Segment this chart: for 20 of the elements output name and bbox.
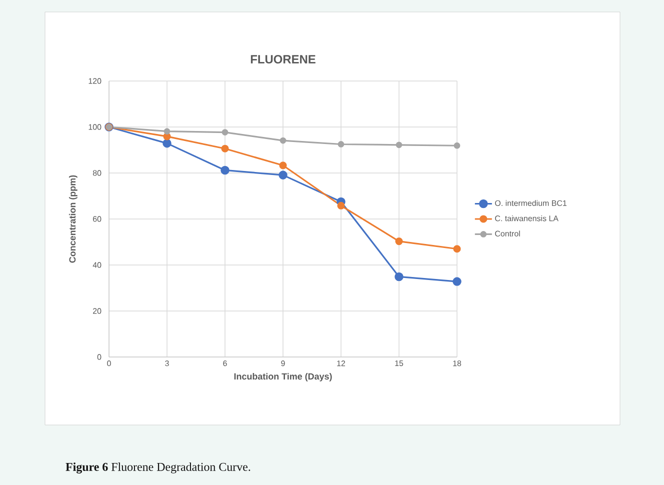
chart-title: FLUORENE (250, 55, 316, 64)
point (395, 238, 403, 246)
point (453, 245, 461, 253)
point (162, 138, 172, 148)
point (394, 272, 404, 282)
x-axis-title: Incubation Time (Days) (234, 372, 332, 382)
point (222, 129, 228, 136)
point (278, 170, 288, 180)
point (279, 162, 287, 170)
point (454, 142, 460, 149)
point (337, 202, 345, 210)
point (164, 128, 170, 135)
point (221, 144, 229, 152)
text: Figure 6 Fluorene Degradation Curve. (66, 462, 250, 474)
point (280, 137, 286, 144)
point (396, 142, 402, 148)
point (220, 166, 230, 175)
y-axis-title: Concentration (ppm) (68, 175, 78, 263)
point (452, 277, 462, 286)
point (338, 141, 344, 148)
